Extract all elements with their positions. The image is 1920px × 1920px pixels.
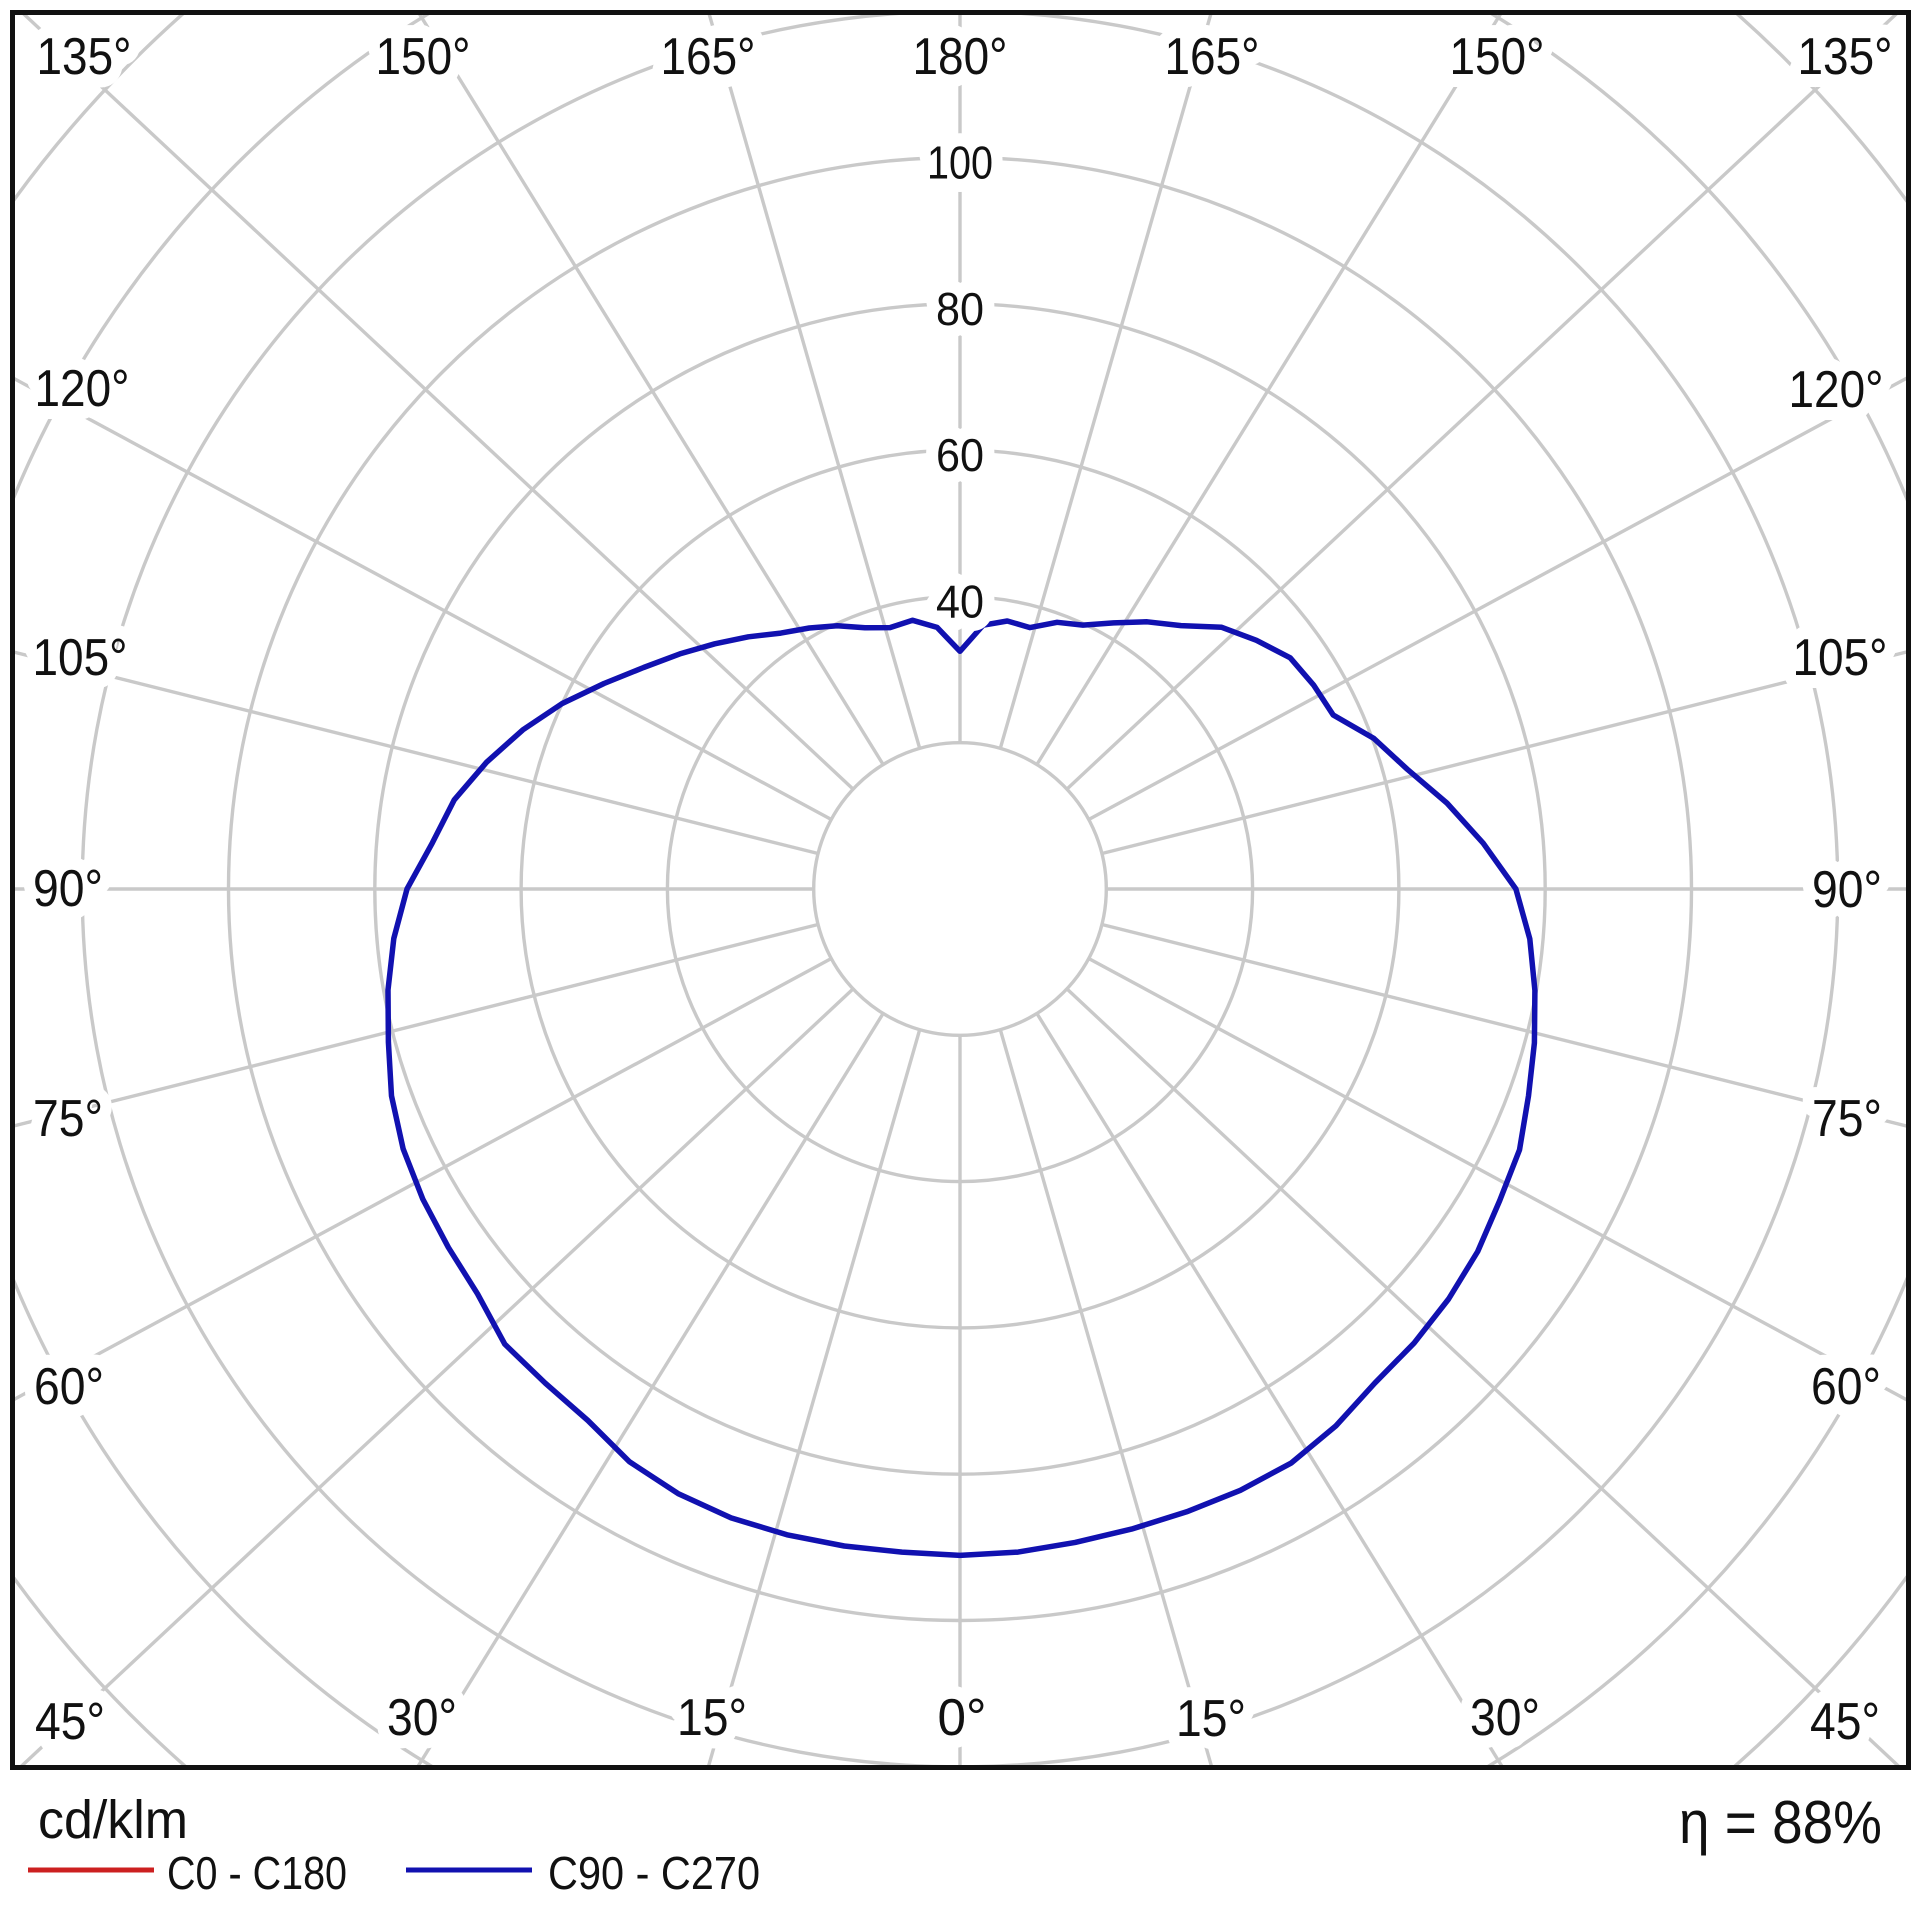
svg-text:135°: 135°: [1798, 28, 1893, 86]
svg-text:165°: 165°: [1165, 28, 1260, 86]
svg-text:C0 - C180: C0 - C180: [167, 1847, 347, 1899]
svg-text:30°: 30°: [387, 1689, 457, 1747]
svg-text:cd/klm: cd/klm: [38, 1790, 188, 1850]
svg-text:135°: 135°: [37, 28, 132, 86]
svg-text:135°: 135°: [37, 28, 132, 86]
svg-text:90°: 90°: [1812, 861, 1882, 919]
svg-text:150°: 150°: [1450, 28, 1545, 86]
svg-text:90°: 90°: [1812, 861, 1882, 919]
svg-text:60°: 60°: [34, 1358, 104, 1416]
svg-text:η = 88%: η = 88%: [1679, 1789, 1882, 1856]
svg-text:60°: 60°: [34, 1358, 104, 1416]
svg-text:75°: 75°: [33, 1090, 103, 1148]
svg-text:165°: 165°: [1165, 28, 1260, 86]
svg-text:30°: 30°: [1470, 1689, 1540, 1747]
svg-text:120°: 120°: [1789, 361, 1884, 419]
svg-text:180°: 180°: [913, 28, 1008, 86]
svg-text:105°: 105°: [1793, 629, 1888, 687]
svg-text:100: 100: [927, 137, 993, 189]
svg-text:180°: 180°: [913, 28, 1008, 86]
svg-text:165°: 165°: [661, 28, 756, 86]
svg-text:120°: 120°: [1789, 361, 1884, 419]
svg-text:150°: 150°: [376, 28, 471, 86]
svg-text:15°: 15°: [677, 1689, 747, 1747]
svg-text:105°: 105°: [1793, 629, 1888, 687]
svg-text:75°: 75°: [1812, 1090, 1882, 1148]
svg-text:45°: 45°: [35, 1693, 105, 1751]
svg-text:15°: 15°: [1176, 1690, 1246, 1748]
svg-text:75°: 75°: [33, 1090, 103, 1148]
svg-text:15°: 15°: [677, 1689, 747, 1747]
svg-text:45°: 45°: [1810, 1693, 1880, 1751]
svg-text:135°: 135°: [1798, 28, 1893, 86]
svg-text:30°: 30°: [387, 1689, 457, 1747]
svg-text:30°: 30°: [1470, 1689, 1540, 1747]
svg-text:105°: 105°: [33, 629, 128, 687]
svg-text:120°: 120°: [35, 360, 130, 418]
svg-text:40: 40: [936, 575, 984, 627]
svg-text:60°: 60°: [1811, 1358, 1881, 1416]
svg-text:165°: 165°: [661, 28, 756, 86]
svg-text:45°: 45°: [1810, 1693, 1880, 1751]
svg-text:C90 - C270: C90 - C270: [548, 1847, 760, 1899]
svg-text:45°: 45°: [35, 1693, 105, 1751]
svg-text:150°: 150°: [376, 28, 471, 86]
svg-text:80: 80: [936, 283, 984, 335]
svg-text:90°: 90°: [33, 860, 103, 918]
svg-text:105°: 105°: [33, 629, 128, 687]
svg-text:0°: 0°: [938, 1689, 987, 1747]
svg-text:150°: 150°: [1450, 28, 1545, 86]
svg-text:15°: 15°: [1176, 1690, 1246, 1748]
svg-text:60: 60: [936, 429, 984, 481]
svg-text:75°: 75°: [1812, 1090, 1882, 1148]
svg-text:120°: 120°: [35, 360, 130, 418]
svg-text:60°: 60°: [1811, 1358, 1881, 1416]
svg-text:90°: 90°: [33, 860, 103, 918]
